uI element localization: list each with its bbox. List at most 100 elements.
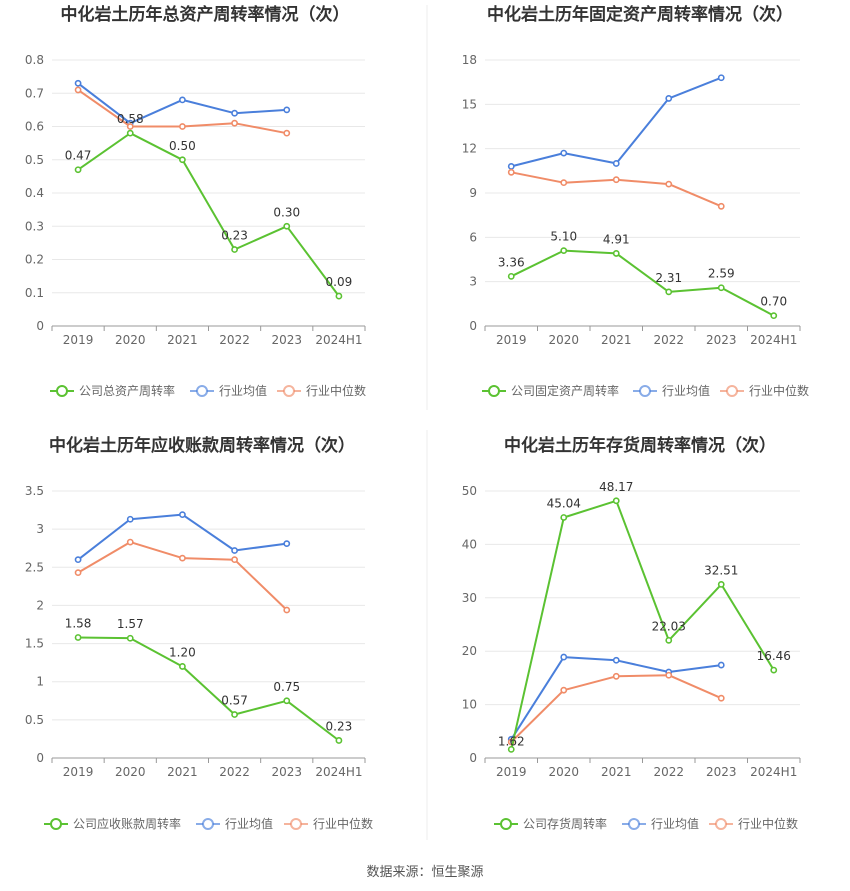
x-tick-label: 2023 bbox=[706, 333, 737, 347]
data-point-median bbox=[612, 176, 620, 184]
y-tick-label: 1.5 bbox=[25, 637, 44, 651]
data-point-company bbox=[74, 634, 82, 641]
x-tick-label: 2021 bbox=[601, 333, 632, 347]
data-label: 0.30 bbox=[273, 205, 300, 219]
data-point-avg bbox=[231, 547, 238, 554]
data-point-avg bbox=[717, 74, 725, 82]
x-tick-label: 2023 bbox=[271, 333, 302, 347]
x-tick-label: 2020 bbox=[115, 765, 146, 779]
y-tick-label: 30 bbox=[462, 591, 477, 605]
x-tick-label: 2022 bbox=[219, 333, 250, 347]
x-tick-label: 2020 bbox=[115, 333, 146, 347]
x-tick-label: 2024H1 bbox=[315, 333, 362, 347]
data-point-median bbox=[665, 180, 673, 188]
data-source-footer: 数据来源：恒生聚源 bbox=[366, 865, 483, 880]
y-tick-label: 10 bbox=[462, 698, 477, 712]
legend-marker-company bbox=[56, 385, 68, 397]
data-label: 1.58 bbox=[65, 616, 92, 630]
legend-marker-avg bbox=[628, 818, 640, 830]
data-point-median bbox=[283, 606, 291, 614]
y-tick-label: 0.5 bbox=[25, 153, 44, 167]
y-tick-label: 50 bbox=[462, 484, 477, 498]
legend-marker-median bbox=[283, 385, 295, 397]
data-point-median bbox=[74, 569, 82, 577]
series-line-avg bbox=[511, 76, 722, 168]
data-label: 1.62 bbox=[498, 734, 525, 748]
data-point-median bbox=[717, 694, 725, 702]
data-point-company bbox=[665, 288, 673, 296]
series-line-median bbox=[77, 541, 288, 611]
legend-label-avg: 行业均值 bbox=[651, 816, 699, 831]
y-tick-label: 3 bbox=[36, 522, 44, 536]
y-tick-label: 18 bbox=[462, 53, 477, 67]
data-point-company bbox=[507, 272, 515, 280]
y-tick-label: 0.2 bbox=[25, 253, 44, 267]
legend-marker-avg bbox=[196, 385, 208, 397]
y-tick-label: 40 bbox=[462, 537, 477, 551]
series-line-company bbox=[510, 249, 775, 317]
data-label: 32.51 bbox=[704, 563, 738, 577]
x-tick-label: 2023 bbox=[706, 765, 737, 779]
data-point-avg bbox=[665, 95, 673, 102]
x-tick-label: 2024H1 bbox=[750, 333, 797, 347]
legend-label-median: 行业中位数 bbox=[313, 816, 373, 831]
legend-label-avg: 行业均值 bbox=[219, 383, 267, 398]
data-label: 16.46 bbox=[757, 649, 791, 663]
data-point-avg bbox=[560, 653, 568, 661]
data-point-median bbox=[74, 86, 82, 94]
data-label: 48.17 bbox=[599, 480, 633, 494]
data-point-median bbox=[179, 554, 186, 562]
y-tick-label: 6 bbox=[469, 230, 477, 244]
legend-label-avg: 行业均值 bbox=[225, 816, 273, 831]
data-label: 0.57 bbox=[221, 694, 248, 708]
data-point-company bbox=[507, 745, 515, 753]
data-point-company bbox=[231, 246, 238, 253]
data-label: 3.36 bbox=[498, 255, 525, 269]
data-point-median bbox=[126, 538, 134, 546]
y-tick-label: 0 bbox=[36, 319, 44, 333]
data-point-avg bbox=[74, 79, 82, 87]
x-tick-label: 2021 bbox=[601, 765, 632, 779]
data-point-median bbox=[665, 671, 673, 679]
data-point-median bbox=[507, 168, 515, 176]
legend-label-median: 行业中位数 bbox=[738, 816, 798, 831]
x-tick-label: 2019 bbox=[496, 333, 527, 347]
legend-label-company: 公司应收账款周转率 bbox=[73, 816, 181, 831]
x-tick-label: 2019 bbox=[63, 765, 94, 779]
data-label: 45.04 bbox=[547, 496, 581, 510]
data-point-avg bbox=[283, 540, 291, 548]
data-point-avg bbox=[612, 160, 620, 167]
data-point-median bbox=[612, 672, 620, 680]
data-point-avg bbox=[231, 109, 238, 117]
legend-label-median: 行业中位数 bbox=[749, 383, 809, 398]
chart-title: 中化岩土历年固定资产周转率情况（次） bbox=[487, 4, 793, 25]
data-point-company bbox=[770, 666, 778, 674]
chart-panel-3: 中化岩土历年应收账款周转率情况（次） 0 0.5 1 1.5 2 2.5 3 3.5 2019 20… bbox=[25, 435, 373, 831]
x-tick-label: 2024H1 bbox=[315, 765, 362, 779]
legend-marker-company bbox=[50, 818, 62, 830]
data-point-company bbox=[717, 580, 725, 588]
data-point-company bbox=[283, 697, 291, 705]
data-label: 5.10 bbox=[550, 230, 577, 244]
y-tick-label: 3.5 bbox=[25, 484, 44, 498]
y-tick-label: 2 bbox=[36, 598, 44, 612]
data-point-company bbox=[335, 737, 343, 744]
legend-marker-median bbox=[290, 818, 302, 830]
data-label: 1.20 bbox=[169, 645, 196, 659]
data-point-company bbox=[126, 634, 134, 642]
data-label: 0.23 bbox=[326, 719, 353, 733]
data-point-median bbox=[560, 179, 568, 187]
data-label: 4.91 bbox=[603, 232, 630, 246]
series-line-avg bbox=[77, 513, 287, 561]
y-tick-label: 20 bbox=[462, 644, 477, 658]
series-line-median bbox=[510, 674, 722, 743]
data-label: 0.09 bbox=[326, 275, 353, 289]
data-label: 0.75 bbox=[273, 680, 300, 694]
x-tick-label: 2023 bbox=[271, 765, 302, 779]
legend-marker-company bbox=[500, 818, 512, 830]
y-tick-label: 0.5 bbox=[25, 713, 44, 727]
data-point-median bbox=[231, 556, 238, 564]
data-point-company bbox=[612, 250, 620, 257]
y-tick-label: 3 bbox=[469, 275, 477, 289]
